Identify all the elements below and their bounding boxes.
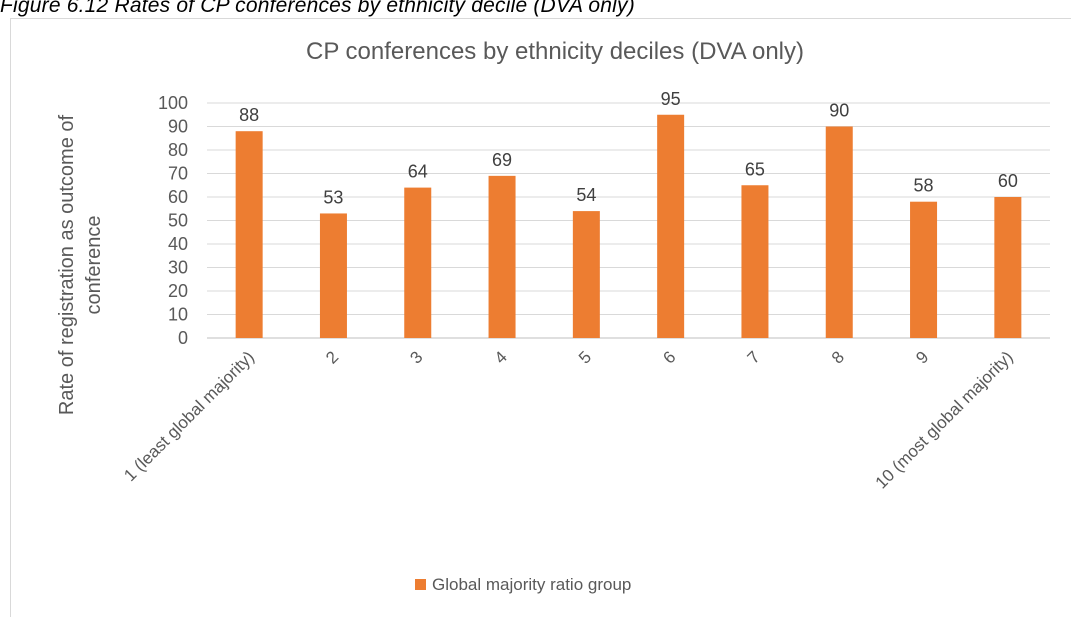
x-tick-label: 1 (least global majority) [120, 347, 258, 485]
x-tick-label: 2 [322, 347, 342, 367]
x-tick-label: 10 (most global majority) [872, 347, 1017, 492]
chart-frame [10, 18, 1071, 617]
data-label: 53 [323, 187, 343, 207]
bar [235, 131, 263, 338]
x-tick-label: 7 [744, 347, 764, 367]
legend: Global majority ratio group [415, 575, 631, 594]
bar [657, 114, 685, 338]
y-tick-label: 90 [168, 117, 188, 137]
x-tick-label: 8 [828, 347, 848, 367]
y-axis-label: Rate of registration as outcome of confe… [56, 114, 105, 415]
bar [741, 185, 769, 338]
chart-title: CP conferences by ethnicity deciles (DVA… [306, 38, 804, 65]
y-tick-label: 70 [168, 164, 188, 184]
x-tick-labels: 1 (least global majority) 2 3 4 5 6 7 8 910 (mos… [120, 347, 1016, 492]
bar [572, 211, 600, 338]
x-tick-label: 3 [406, 347, 426, 367]
data-label: 60 [998, 171, 1018, 191]
bar [319, 213, 347, 338]
gridlines [207, 102, 1050, 339]
y-tick-label: 80 [168, 140, 188, 160]
data-label: 64 [408, 162, 428, 182]
bar [994, 197, 1022, 338]
x-tick-label: 4 [491, 347, 511, 367]
y-tick-label: 50 [168, 211, 188, 231]
data-label: 69 [492, 150, 512, 170]
y-tick-label: 60 [168, 187, 188, 207]
x-tick-label: 9 [912, 347, 932, 367]
bar [910, 201, 938, 338]
bars [235, 114, 1022, 338]
bar [825, 126, 853, 338]
data-label: 54 [576, 185, 596, 205]
data-label: 95 [661, 89, 681, 109]
legend-swatch [415, 579, 426, 590]
legend-label: Global majority ratio group [432, 575, 631, 594]
bar [488, 175, 516, 338]
bar [404, 187, 432, 338]
y-tick-label: 30 [168, 258, 188, 278]
y-tick-labels: 0 10 20 30 40 50 60 70 80 90 100 [158, 93, 188, 348]
x-tick-label: 6 [659, 347, 679, 367]
data-label: 65 [745, 159, 765, 179]
data-label: 88 [239, 105, 259, 125]
y-axis-label-line2: conference [83, 216, 105, 315]
y-tick-label: 10 [168, 305, 188, 325]
y-axis-label-line1: Rate of registration as outcome of [56, 114, 78, 415]
data-label: 90 [829, 101, 849, 121]
figure-caption: Figure 6.12 Rates of CP conferences by e… [0, 0, 635, 17]
y-tick-label: 100 [158, 93, 188, 113]
data-label: 58 [914, 176, 934, 196]
x-tick-label: 5 [575, 347, 595, 367]
data-labels: 88 53 64 69 54 95 65 90 58 60 [239, 89, 1018, 208]
y-tick-label: 40 [168, 234, 188, 254]
y-tick-label: 0 [178, 328, 188, 348]
y-tick-label: 20 [168, 281, 188, 301]
